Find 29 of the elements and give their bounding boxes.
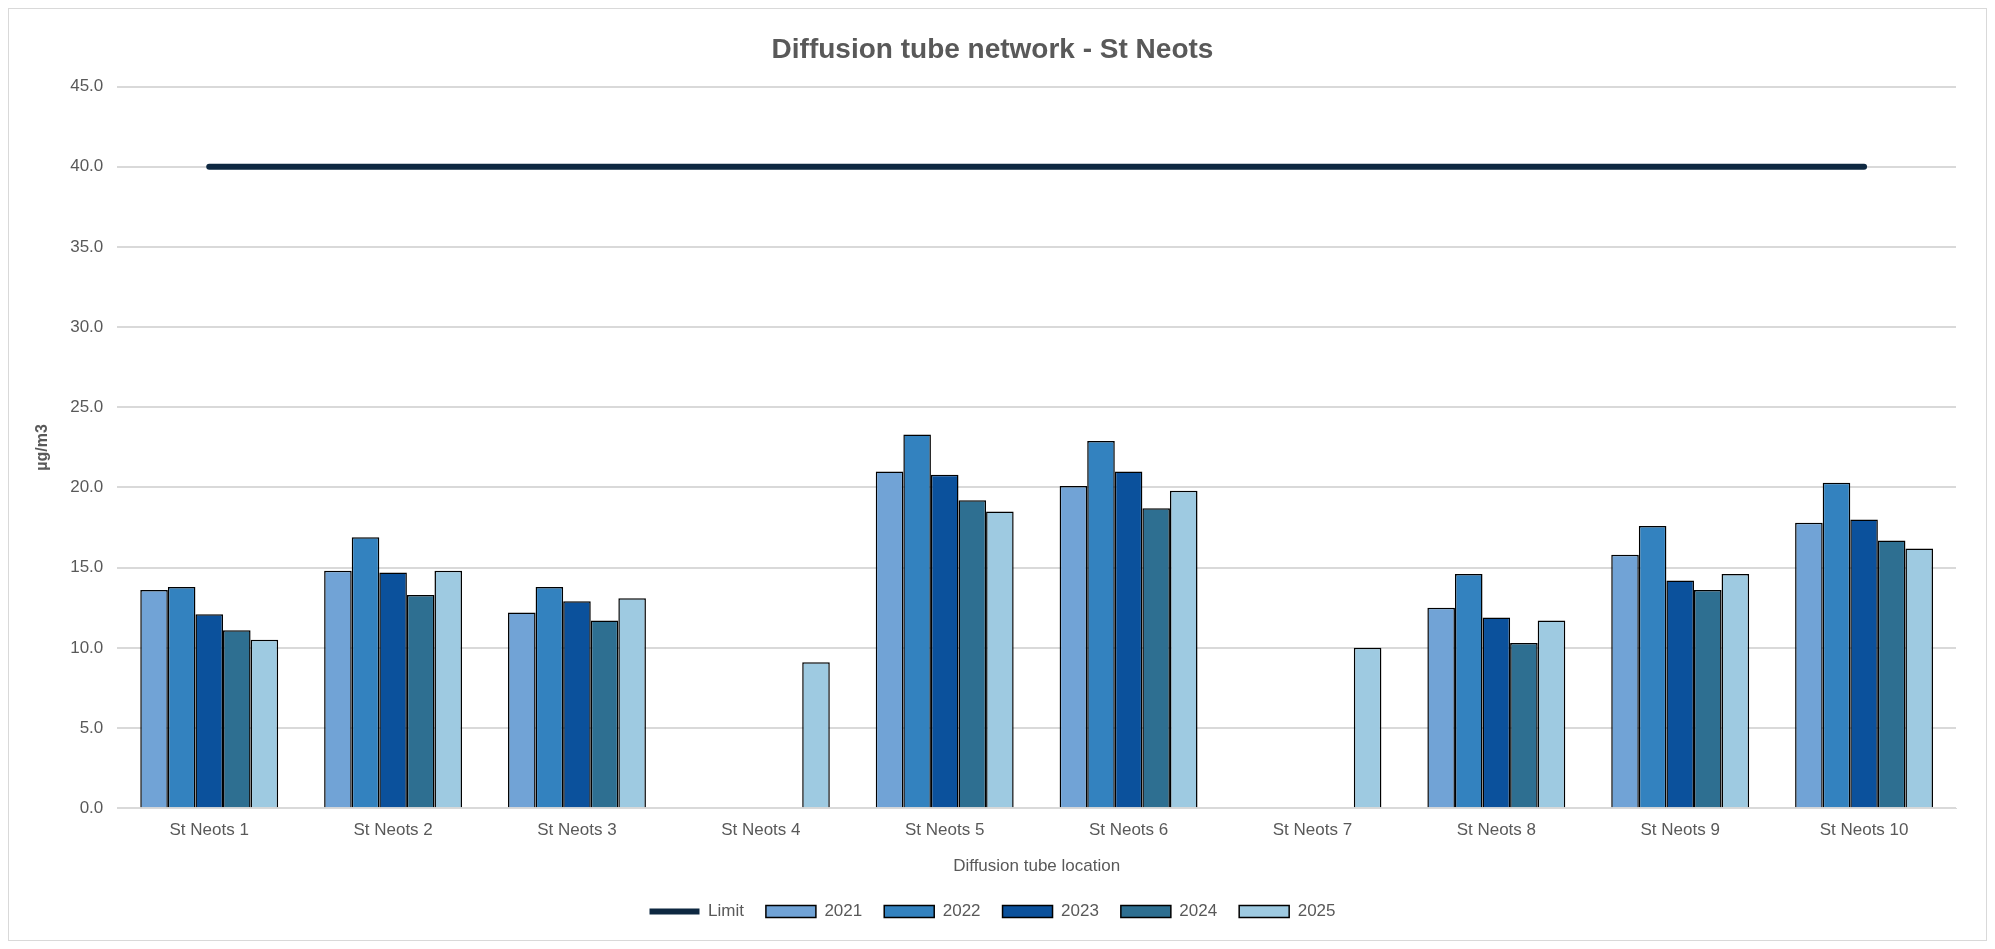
y-tick-label: 40.0	[70, 156, 104, 176]
y-tick-label: 35.0	[70, 236, 104, 256]
y-tick-label: 20.0	[70, 477, 104, 497]
y-tick-label: 45.0	[70, 76, 104, 96]
legend-label: 2024	[1179, 901, 1218, 921]
legend-label: 2021	[824, 901, 863, 921]
y-tick-label: 5.0	[79, 717, 104, 737]
legend-label: 2025	[1297, 901, 1336, 921]
x-axis-title: Diffusion tube location	[953, 856, 1121, 876]
y-tick-label: 0.0	[79, 797, 104, 817]
y-tick-label: 30.0	[70, 316, 104, 336]
y-tick-label: 10.0	[70, 637, 104, 657]
x-tick-label: St Neots 2	[353, 820, 433, 840]
x-tick-label: St Neots 6	[1088, 820, 1169, 840]
x-tick-label: St Neots 10	[1819, 820, 1909, 840]
x-tick-label: St Neots 7	[1272, 820, 1353, 840]
x-tick-label: St Neots 8	[1456, 820, 1537, 840]
legend-label: 2022	[942, 901, 981, 921]
x-tick-label: St Neots 1	[169, 820, 249, 840]
chart-title: Diffusion tube network - St Neots	[771, 32, 1214, 64]
x-tick-label: St Neots 5	[905, 820, 985, 840]
legend-label: 2023	[1061, 901, 1099, 921]
legend-label: Limit	[708, 901, 745, 921]
x-tick-label: St Neots 9	[1640, 820, 1720, 840]
y-axis-title: µg/m3	[33, 424, 51, 471]
x-tick-label: St Neots 3	[537, 820, 617, 840]
y-tick-label: 15.0	[70, 557, 104, 577]
x-tick-label: St Neots 4	[721, 820, 801, 840]
y-tick-label: 25.0	[70, 397, 104, 416]
